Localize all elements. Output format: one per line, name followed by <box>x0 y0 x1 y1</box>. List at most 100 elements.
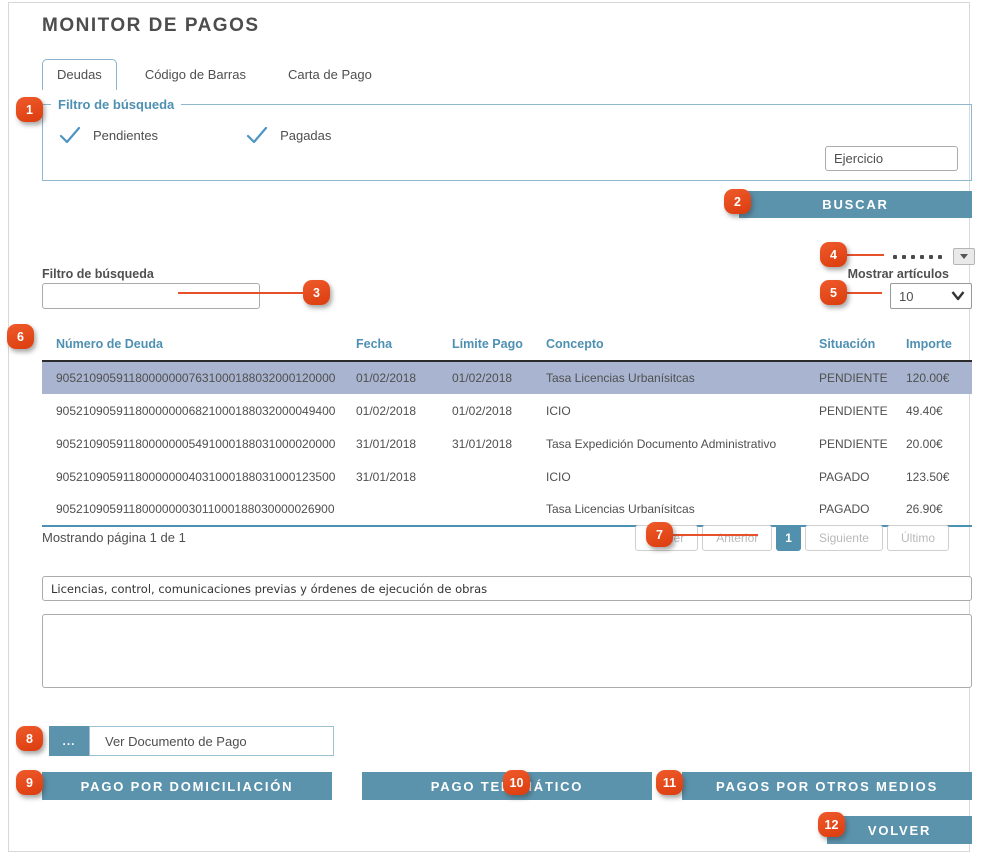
col-numero-de-deuda[interactable]: Número de Deuda <box>42 331 356 362</box>
annotation-badge-6: 6 <box>7 324 34 349</box>
annotation-badge-5: 5 <box>820 280 847 305</box>
status-badge: PENDIENTE <box>819 403 888 418</box>
annotation-badge-9: 9 <box>16 770 43 795</box>
chevron-down-icon <box>951 291 965 301</box>
annotation-line-5 <box>846 292 882 294</box>
tab-codigo-de-barras[interactable]: Código de Barras <box>144 67 246 82</box>
cell-fecha <box>356 493 452 527</box>
cell-concepto: Tasa Licencias Urbanísitcas <box>546 371 695 385</box>
checkbox-pagadas[interactable]: Pagadas <box>246 126 331 144</box>
caret-down-icon <box>960 254 968 259</box>
cell-numero: 9052109059118000000068210001880320000494… <box>56 403 336 418</box>
table-filter-label: Filtro de búsqueda <box>42 267 154 281</box>
cell-importe: 123.50€ <box>906 469 950 484</box>
page-size-label: Mostrar artículos <box>847 267 949 281</box>
search-filter-fieldset: Filtro de búsqueda Pendientes Pagadas <box>42 97 972 181</box>
annotation-badge-3: 3 <box>303 280 330 305</box>
payment-monitor-panel: MONITOR DE PAGOS Deudas Código de Barras… <box>8 2 975 852</box>
annotation-badge-7: 7 <box>646 522 673 547</box>
dot-icon <box>902 254 906 259</box>
pago-domiciliacion-button[interactable]: PAGO POR DOMICILIACIÓN <box>42 772 332 800</box>
pagination-prev-button[interactable]: Anterior <box>702 525 773 551</box>
checkbox-pendientes[interactable]: Pendientes <box>59 126 158 144</box>
view-payment-document-field[interactable]: Ver Documento de Pago <box>89 726 334 756</box>
pagination: Primer Anterior 1 Siguiente Último <box>634 525 949 551</box>
annotation-badge-4: 4 <box>820 242 847 267</box>
page-title: MONITOR DE PAGOS <box>42 15 260 36</box>
cell-numero: 9052109059118000000076310001880320001200… <box>56 371 336 385</box>
pagination-next-button[interactable]: Siguiente <box>804 525 883 551</box>
debts-table: Número de Deuda Fecha Límite Pago Concep… <box>42 331 972 527</box>
status-badge: PENDIENTE <box>819 436 888 451</box>
col-limite-pago[interactable]: Límite Pago <box>452 331 546 362</box>
status-badge: PENDIENTE <box>819 371 888 385</box>
dots-dropdown-button[interactable] <box>953 248 975 265</box>
cell-concepto: Tasa Expedición Documento Administrativo <box>546 436 777 451</box>
tab-bar: Deudas Código de Barras Carta de Pago <box>42 59 386 90</box>
pagination-last-button[interactable]: Último <box>886 525 949 551</box>
filter-checkbox-row: Pendientes Pagadas <box>43 126 971 144</box>
ejercicio-input[interactable] <box>825 146 958 171</box>
col-concepto[interactable]: Concepto <box>546 331 819 362</box>
table-row[interactable]: 9052109059118000000040310001880310001235… <box>42 460 972 493</box>
tab-carta-de-pago[interactable]: Carta de Pago <box>287 67 372 82</box>
annotation-badge-1: 1 <box>16 97 43 122</box>
pagination-status: Mostrando página 1 de 1 <box>42 530 186 545</box>
cell-concepto: ICIO <box>546 403 571 418</box>
pagination-page-1-button[interactable]: 1 <box>776 525 801 551</box>
pagos-otros-medios-button[interactable]: PAGOS POR OTROS MEDIOS <box>682 772 972 800</box>
check-icon <box>59 126 81 144</box>
dot-icon <box>938 254 942 259</box>
cell-fecha: 01/02/2018 <box>356 371 417 385</box>
annotation-badge-10: 10 <box>503 770 530 795</box>
check-icon <box>246 126 268 144</box>
cell-concepto: Tasa Licencias Urbanísitcas <box>546 493 819 527</box>
cell-numero: 9052109059118000000030110001880300000269… <box>42 493 356 527</box>
cell-limite: 01/02/2018 <box>452 403 513 418</box>
cell-limite: 01/02/2018 <box>452 371 513 385</box>
document-browse-button[interactable]: ... <box>49 726 89 756</box>
table-header-row: Número de Deuda Fecha Límite Pago Concep… <box>42 331 972 362</box>
filter-legend: Filtro de búsqueda <box>58 97 175 112</box>
col-situacion[interactable]: Situación <box>819 331 906 362</box>
dot-icon <box>893 254 897 259</box>
annotation-badge-2: 2 <box>724 189 751 214</box>
cell-limite <box>452 460 546 493</box>
cell-fecha: 31/01/2018 <box>356 469 417 484</box>
col-fecha[interactable]: Fecha <box>356 331 452 362</box>
concepto-detail-input[interactable] <box>42 576 972 601</box>
dot-icon <box>911 254 915 259</box>
dots-menu[interactable] <box>893 248 975 265</box>
cell-numero: 9052109059118000000040310001880310001235… <box>56 469 336 484</box>
checkbox-pendientes-label: Pendientes <box>93 127 159 143</box>
page-size-select[interactable]: 10 <box>890 283 972 309</box>
table-row[interactable]: 9052109059118000000068210001880320000494… <box>42 394 972 427</box>
checkbox-pagadas-label: Pagadas <box>280 127 332 143</box>
cell-limite: 31/01/2018 <box>452 436 513 451</box>
cell-importe: 120.00€ <box>906 371 950 385</box>
status-badge: PAGADO <box>819 469 870 484</box>
cell-numero: 9052109059118000000054910001880310000200… <box>56 436 336 451</box>
status-badge: PAGADO <box>819 493 906 527</box>
annotation-line-7 <box>670 534 758 536</box>
notes-textarea[interactable] <box>42 614 972 688</box>
cell-importe: 49.40€ <box>906 403 943 418</box>
table-filter-input[interactable] <box>42 283 260 309</box>
volver-button[interactable]: VOLVER <box>827 816 972 844</box>
cell-importe: 20.00€ <box>906 436 943 451</box>
cell-fecha: 01/02/2018 <box>356 403 417 418</box>
table-row[interactable]: 9052109059118000000076310001880320001200… <box>42 361 972 394</box>
table-row[interactable]: 9052109059118000000030110001880300000269… <box>42 493 972 527</box>
annotation-badge-8: 8 <box>16 726 43 751</box>
buscar-button[interactable]: BUSCAR <box>739 191 972 218</box>
cell-fecha: 31/01/2018 <box>356 436 417 451</box>
table-row[interactable]: 9052109059118000000054910001880310000200… <box>42 427 972 460</box>
dot-icon <box>929 254 933 259</box>
annotation-line-3 <box>178 292 304 294</box>
annotation-badge-12: 12 <box>818 812 845 837</box>
page-size-value: 10 <box>899 288 914 304</box>
col-importe[interactable]: Importe <box>906 331 972 362</box>
annotation-line-4 <box>846 254 884 256</box>
cell-concepto: ICIO <box>546 469 571 484</box>
tab-deudas[interactable]: Deudas <box>42 59 117 90</box>
